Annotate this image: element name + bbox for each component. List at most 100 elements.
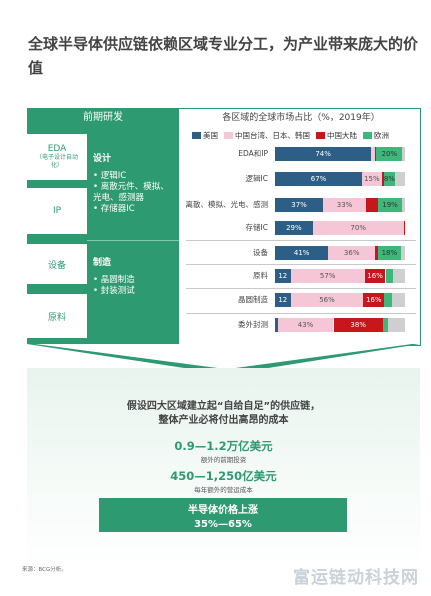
manufacturing-item: 封装测试 bbox=[93, 286, 175, 297]
legend-swatch bbox=[224, 132, 233, 139]
bar-segment: 56% bbox=[290, 293, 364, 307]
bar-segment: 33% bbox=[323, 198, 366, 212]
bar-row: 29% 70% bbox=[275, 221, 405, 235]
eda-label: EDA bbox=[47, 144, 67, 154]
manufacturing-title: 制造 bbox=[93, 258, 112, 268]
category-label: EDA和IP bbox=[238, 149, 268, 158]
bar-segment: 20% bbox=[376, 147, 403, 161]
row-divider bbox=[186, 264, 416, 265]
design-item: 逻辑IC bbox=[93, 171, 175, 182]
price-title: 半导体价格上涨 bbox=[188, 505, 258, 516]
bar-row: 12 57% 16% bbox=[275, 269, 405, 283]
bar-segment bbox=[388, 318, 405, 332]
bar-segment bbox=[375, 147, 377, 161]
bar-segment: 29% bbox=[275, 221, 313, 235]
chart-title: 各区域的全球市场占比（%，2019年） bbox=[222, 113, 380, 123]
bar-segment bbox=[393, 269, 405, 283]
bar-segment bbox=[381, 172, 385, 186]
bar-segment: 41% bbox=[275, 246, 329, 260]
bar-row: 12 56% 16% bbox=[275, 293, 405, 307]
materials-box: 原料 bbox=[27, 294, 87, 338]
category-label: 存储IC bbox=[245, 223, 268, 232]
bar-row: 74% 20% bbox=[275, 147, 405, 161]
funnel-arrow bbox=[27, 344, 420, 374]
legend-label: 中国大陆 bbox=[327, 131, 357, 140]
question-line: 整体产业必将付出高昂的成本 bbox=[158, 415, 289, 426]
cost1-value: 0.9—1.2万亿美元 bbox=[174, 439, 273, 453]
page-title: 全球半导体供应链依赖区域专业分工，为产业带来庞大的价值 bbox=[28, 35, 419, 77]
bar-segment: 38% bbox=[333, 318, 383, 332]
eda-sublabel: （电子设计自动化） bbox=[35, 154, 78, 169]
bar-segment bbox=[371, 147, 376, 161]
legend-swatch bbox=[316, 132, 325, 139]
materials-label: 原料 bbox=[47, 312, 66, 323]
bar-segment bbox=[385, 269, 394, 283]
ip-box: IP bbox=[27, 188, 87, 234]
bar-segment: 37% bbox=[275, 198, 324, 212]
price-value: 35%—65% bbox=[194, 519, 252, 530]
cost1-label: 额外的前期投资 bbox=[200, 456, 247, 464]
legend-label: 美国 bbox=[203, 131, 218, 140]
divider bbox=[87, 240, 179, 241]
legend-item: 中国大陆 bbox=[316, 130, 357, 141]
bar-segment bbox=[401, 246, 405, 260]
eda-box: EDA （电子设计自动化） bbox=[27, 134, 87, 180]
legend-item: 欧洲 bbox=[363, 130, 389, 141]
equipment-box: 设备 bbox=[27, 244, 87, 284]
bar-segment bbox=[384, 293, 392, 307]
funnel-inner bbox=[35, 344, 412, 369]
manufacturing-item: 晶圆制造 bbox=[93, 275, 175, 286]
legend-label: 中国台湾、日本、韩国 bbox=[235, 131, 310, 140]
legend-label: 欧洲 bbox=[374, 131, 389, 140]
bar-row: 67% 15% 8% bbox=[275, 172, 405, 186]
bar-segment: 70% bbox=[312, 221, 404, 235]
bar-row: 43% 38% bbox=[275, 318, 405, 332]
legend-swatch bbox=[192, 132, 201, 139]
bar-segment: 19% bbox=[377, 198, 403, 212]
design-item: 离散元件、模拟、光电、感测器 bbox=[93, 182, 175, 204]
category-label: 设备 bbox=[253, 248, 268, 257]
chart-legend: 美国 中国台湾、日本、韩国 中国大陆 欧洲 bbox=[192, 130, 389, 141]
left-panel-header: 前期研发 bbox=[83, 112, 123, 123]
ip-label: IP bbox=[52, 206, 62, 216]
bar-segment bbox=[402, 147, 405, 161]
category-label: 晶圆制造 bbox=[238, 295, 268, 304]
category-label: 离散、模拟、光电、感测 bbox=[185, 200, 269, 209]
row-divider bbox=[186, 288, 416, 289]
cost2-label: 每年额外的营运成本 bbox=[194, 486, 253, 494]
design-item: 存储器IC bbox=[93, 204, 175, 215]
bar-segment bbox=[402, 198, 405, 212]
bar-segment: 74% bbox=[275, 147, 372, 161]
equipment-label: 设备 bbox=[47, 260, 66, 271]
bar-segment bbox=[392, 293, 405, 307]
bar-segment: 57% bbox=[290, 269, 365, 283]
design-group: 设计 逻辑IC 离散元件、模拟、光电、感测器 存储器IC bbox=[93, 154, 175, 215]
lower-section bbox=[27, 368, 420, 568]
bar-segment: 18% bbox=[377, 246, 402, 260]
bar-segment: 16% bbox=[363, 293, 385, 307]
watermark: 富运链动科技网 bbox=[293, 568, 419, 588]
design-title: 设计 bbox=[93, 154, 112, 164]
bar-segment: 43% bbox=[277, 318, 334, 332]
question-line: 假设四大区域建立起“自给自足”的供应链， bbox=[126, 401, 321, 412]
category-label: 逻辑IC bbox=[245, 174, 268, 183]
bar-row: 41% 36% 18% bbox=[275, 246, 405, 260]
bar-segment: 8% bbox=[384, 172, 395, 186]
bar-segment: 12 bbox=[275, 293, 291, 307]
legend-item: 中国台湾、日本、韩国 bbox=[224, 130, 310, 141]
row-divider bbox=[186, 313, 416, 314]
bar-segment: 16% bbox=[364, 269, 386, 283]
legend-swatch bbox=[363, 132, 372, 139]
category-label: 原料 bbox=[253, 271, 268, 280]
bar-segment bbox=[382, 318, 389, 332]
bar-segment: 12 bbox=[275, 269, 291, 283]
legend-item: 美国 bbox=[192, 130, 218, 141]
question-text: 假设四大区域建立起“自给自足”的供应链， 整体产业必将付出高昂的成本 bbox=[27, 400, 420, 428]
source-note: 来源：BCG分析。 bbox=[22, 567, 67, 573]
price-box: 半导体价格上涨 35%—65% bbox=[99, 498, 347, 532]
bar-segment: 15% bbox=[362, 172, 382, 186]
bar-segment bbox=[403, 221, 405, 235]
bar-segment: 36% bbox=[328, 246, 376, 260]
manufacturing-group: 制造 晶圆制造 封装测试 bbox=[93, 258, 175, 297]
bar-segment bbox=[375, 246, 378, 260]
